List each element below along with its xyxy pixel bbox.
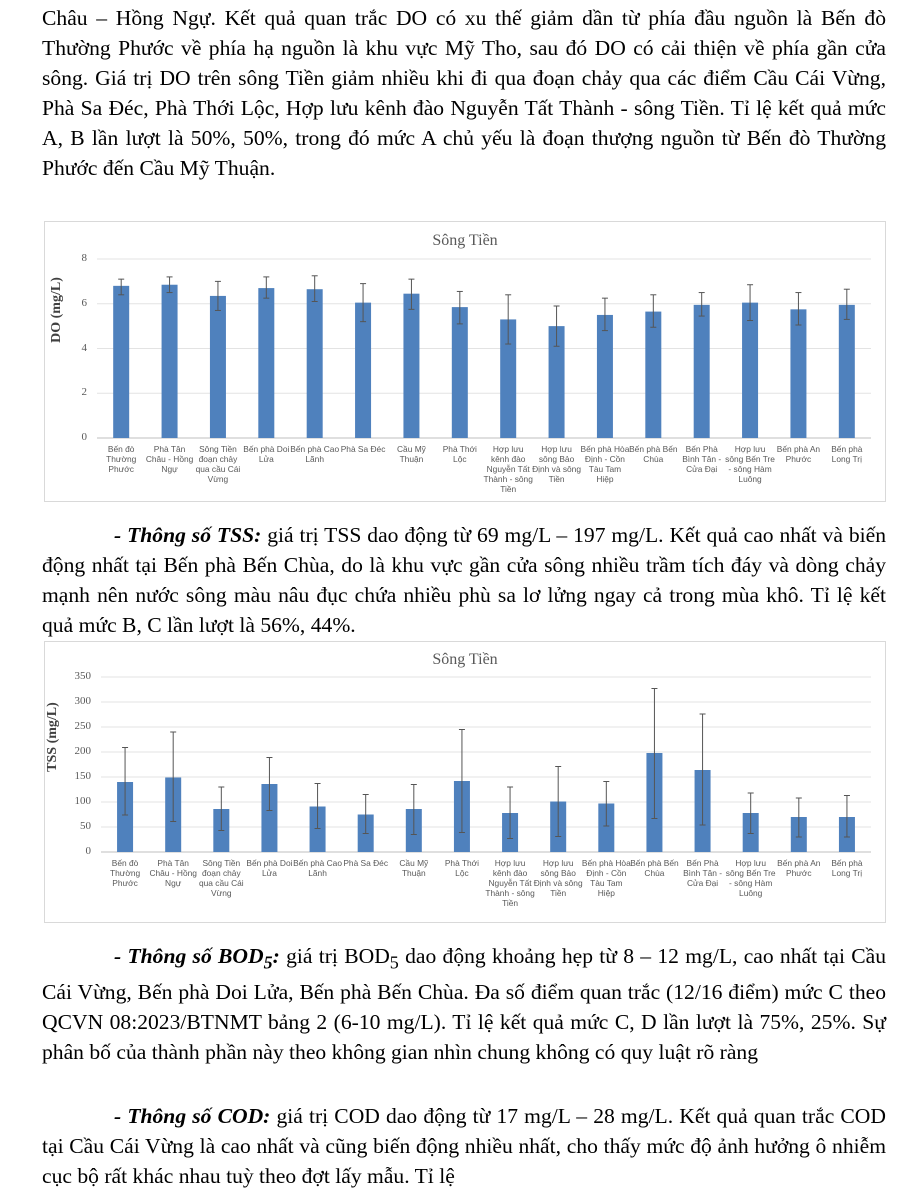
- x-tick-label: Bến phà Cao Lãnh: [293, 858, 343, 878]
- x-tick-label: Bến phà Hòa Định - Cồn Tàu Tam Hiệp: [580, 444, 630, 484]
- y-tick-label: 0: [85, 845, 92, 857]
- bod-label-colon: :: [272, 944, 280, 968]
- paragraph-tss: - Thông số TSS: giá trị TSS dao động từ …: [42, 520, 886, 640]
- bar: [500, 319, 517, 438]
- bod-text-a: giá trị BOD: [279, 944, 390, 968]
- bar: [645, 311, 662, 438]
- bar: [403, 293, 420, 438]
- bar: [693, 304, 710, 438]
- x-tick-label: Hợp lưu sông Bảo Định và sông Tiền: [533, 858, 583, 898]
- x-tick-label: Bến phà Long Trị: [831, 858, 863, 878]
- bar: [790, 309, 807, 438]
- plot-area: [101, 676, 871, 853]
- x-tick-label: Bến phà Long Trị: [831, 444, 863, 464]
- x-tick-label: Phà Sa Đéc: [343, 858, 389, 868]
- paragraph-bod: - Thông số BOD5: giá trị BOD5 dao động k…: [42, 941, 886, 1067]
- y-tick-label: 300: [74, 695, 92, 707]
- x-tick-label: Hợp lưu sông Bảo Định và sông Tiền: [532, 444, 581, 484]
- x-tick-label: Phà Tân Châu - Hồng Ngự: [145, 444, 194, 474]
- tss-text: giá trị TSS dao động từ 69 mg/L – 197 mg…: [42, 523, 887, 637]
- y-tick-label: 6: [81, 296, 88, 309]
- x-tick-label: Phà Thới Lộc: [442, 444, 477, 464]
- bar: [161, 284, 178, 438]
- bar: [209, 295, 226, 438]
- y-axis-label: DO (mg/L): [48, 277, 64, 343]
- bar: [261, 784, 278, 852]
- plot-area: [97, 258, 871, 439]
- x-tick-label: Cầu Mỹ Thuận: [397, 444, 426, 464]
- chart-title: Sông Tiền: [432, 651, 498, 668]
- x-tick-label: Sông Tiền đoạn chảy qua cầu Cái Vừng: [195, 444, 241, 484]
- y-tick-label: 0: [81, 431, 88, 443]
- bod-text-b: dao động khoảng hẹp từ 8 – 12 mg/L, cao …: [42, 944, 887, 1065]
- bod-label: - Thông số BOD5:: [114, 944, 280, 972]
- y-tick-label: 2: [81, 386, 88, 399]
- y-tick-label: 350: [74, 670, 92, 682]
- bar: [113, 285, 130, 438]
- x-tick-label: Bến phà Bến Chùa: [630, 858, 679, 878]
- y-tick-label: 150: [74, 770, 92, 782]
- paragraph-do: Châu – Hồng Ngự. Kết quả quan trắc DO có…: [42, 6, 886, 180]
- x-tick-label: Bến Phà Bình Tân - Cửa Đại: [682, 444, 722, 474]
- x-tick-label: Bến đò Thường Phước: [106, 444, 137, 474]
- bod-label-sub: 5: [263, 952, 273, 973]
- x-tick-label: Bến phà Cao Lãnh: [290, 444, 340, 464]
- bar: [258, 288, 275, 438]
- bod-label-text: - Thông số BOD: [114, 944, 264, 968]
- do-chart: Sông Tiền DO (mg/L) 0 2 4 6 8 Bến đò Thường Phư…: [44, 221, 886, 502]
- x-tick-label: Bến Phà Bình Tân - Cửa Đại: [683, 858, 723, 888]
- bar: [596, 314, 613, 438]
- x-tick-label: Phà Tân Châu - Hồng Ngự: [149, 858, 197, 888]
- y-tick-label: 8: [81, 252, 88, 264]
- y-tick-label: 250: [74, 720, 92, 732]
- x-tick-label: Bến phà Hòa Định - Cồn Tàu Tam Hiệp: [581, 858, 631, 898]
- bar: [355, 302, 372, 438]
- y-tick-label: 4: [81, 341, 88, 354]
- x-tick-label: Phà Sa Đéc: [340, 444, 386, 454]
- bar: [309, 806, 326, 852]
- x-tick-label: Bến phà Doi Lửa: [246, 858, 293, 878]
- bar: [838, 304, 855, 438]
- y-tick-label: 200: [74, 745, 92, 757]
- x-tick-label: Bến phà Bến Chùa: [629, 444, 678, 464]
- bar: [306, 289, 323, 438]
- bar: [742, 302, 759, 438]
- bar: [451, 307, 468, 438]
- x-tick-label: Hợp lưu kênh đào Nguyễn Tất Thành - sông…: [483, 444, 533, 494]
- cod-label: - Thông số COD:: [114, 1104, 271, 1128]
- x-tick-label: Hợp lưu sông Bến Tre - sông Hàm Luông: [725, 444, 775, 484]
- bar: [598, 803, 615, 852]
- x-tick-label: Bến phà An Phước: [777, 858, 821, 878]
- y-tick-label: 100: [74, 795, 92, 807]
- x-tick-label: Phà Thới Lộc: [444, 858, 480, 878]
- bar: [548, 326, 565, 438]
- tss-label: - Thông số TSS:: [114, 523, 262, 547]
- x-tick-label: Bến phà An Phước: [776, 444, 821, 464]
- tss-chart: Sông Tiền TSS (mg/L) 0 50 100 150 200 250 300 350…: [44, 641, 886, 923]
- x-tick-label: Hợp lưu kênh đào Nguyễn Tất Thành - sông…: [485, 858, 535, 908]
- x-tick-label: Sông Tiền đoạn chảy qua cầu Cái Vừng: [198, 858, 244, 898]
- cod-text: giá trị COD dao động từ 17 mg/L – 28 mg/…: [42, 1104, 886, 1188]
- chart-title: Sông Tiền: [432, 232, 498, 249]
- y-axis-label: TSS (mg/L): [44, 702, 60, 772]
- paragraph-cod: - Thông số COD: giá trị COD dao động từ …: [42, 1101, 886, 1191]
- bar: [117, 782, 134, 852]
- x-tick-label: Hợp lưu sông Bến Tre - sông Hàm Luông: [725, 858, 776, 898]
- x-tick-label: Bến đò Thường Phước: [109, 858, 141, 888]
- y-tick-label: 50: [80, 820, 91, 832]
- x-tick-label: Cầu Mỹ Thuận: [399, 858, 429, 878]
- bod-sub: 5: [389, 952, 399, 973]
- x-tick-label: Bến phà Doi Lửa: [243, 444, 290, 464]
